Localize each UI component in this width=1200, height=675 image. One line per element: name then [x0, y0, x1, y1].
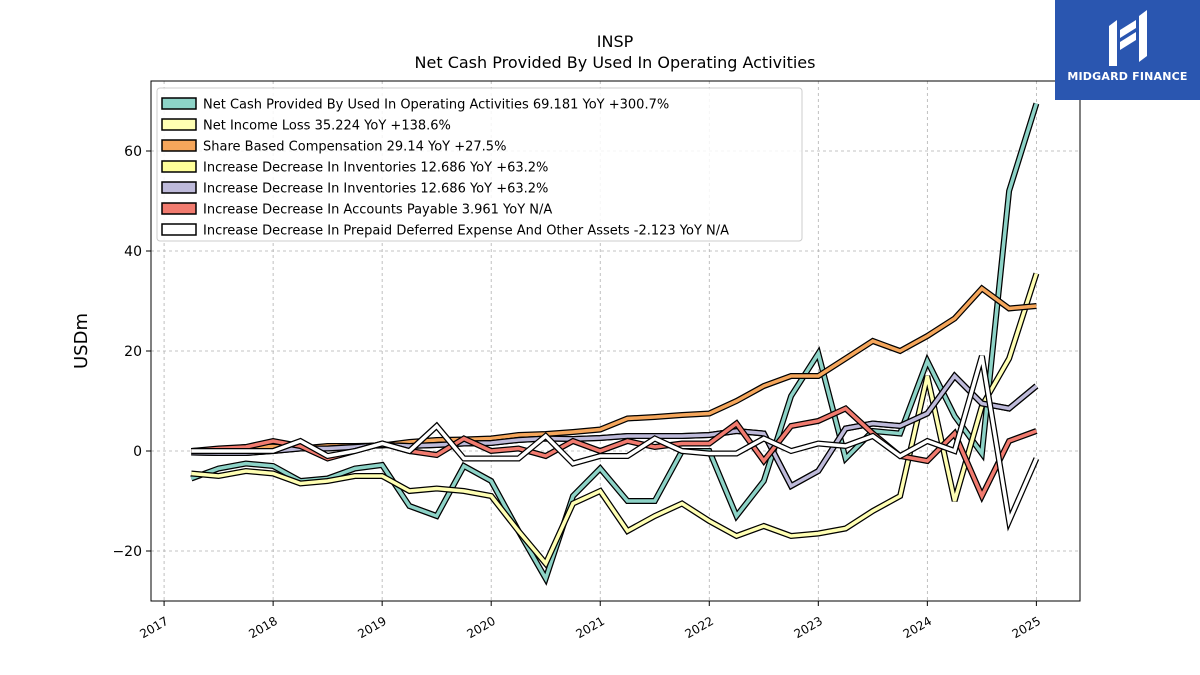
y-axis-label: USDm	[71, 313, 92, 369]
legend-entry-4: Increase Decrease In Inventories 12.686 …	[203, 182, 548, 197]
series-line-outline-4	[191, 371, 1039, 491]
legend-entry-0: Net Cash Provided By Used In Operating A…	[203, 98, 669, 113]
brand-mark-icon	[1109, 10, 1147, 66]
y-tick-label: 60	[124, 144, 142, 160]
series-line-0	[190, 102, 1039, 583]
x-axis: 2017 2018 2019 2020 2021 2022 2023 2024 2025	[137, 601, 1043, 641]
series-line-4	[191, 373, 1038, 489]
legend-swatch-6	[161, 223, 197, 236]
legend-entry-1: Net Income Loss 35.224 YoY +138.6%	[203, 119, 451, 134]
y-tick-label: 40	[124, 244, 142, 260]
legend: Net Cash Provided By Used In Operating A…	[156, 87, 803, 242]
x-tick-label: 2019	[355, 614, 388, 641]
legend-swatch-0	[161, 97, 197, 110]
series-line-6	[191, 355, 1039, 528]
legend-entry-3: Increase Decrease In Inventories 12.686 …	[203, 161, 548, 176]
x-tick-label: 2017	[137, 614, 170, 641]
series-line-outline-2	[191, 284, 1037, 454]
legend-swatch-4	[161, 181, 197, 194]
legend-frame	[156, 87, 803, 242]
x-tick-label: 2020	[464, 614, 497, 641]
x-tick-label: 2021	[574, 614, 607, 641]
legend-swatch-1	[161, 118, 197, 131]
y-tick-label: 0	[133, 444, 142, 460]
brand-logo: MIDGARD FINANCE	[1055, 0, 1200, 100]
legend-swatch-3	[161, 160, 197, 173]
series-line-outline-3	[191, 371, 1039, 491]
y-axis: −20 0 20 40 60	[112, 144, 151, 560]
y-tick-label: −20	[112, 544, 142, 560]
x-tick-label: 2018	[246, 614, 279, 641]
chart-subtitle: Net Cash Provided By Used In Operating A…	[415, 53, 816, 72]
series-group	[190, 102, 1040, 586]
chart-title: INSP	[597, 32, 634, 51]
series-line-1	[191, 272, 1039, 567]
y-tick-label: 20	[124, 344, 142, 360]
plot-frame	[150, 80, 1081, 602]
x-tick-label: 2022	[683, 614, 716, 641]
series-line-3	[191, 373, 1038, 489]
legend-entry-2: Share Based Compensation 29.14 YoY +27.5…	[203, 140, 506, 155]
brand-name: MIDGARD FINANCE	[1067, 70, 1188, 83]
x-tick-label: 2023	[792, 614, 825, 641]
legend-swatch-2	[161, 139, 197, 152]
legend-entry-5: Increase Decrease In Accounts Payable 3.…	[203, 203, 552, 218]
legend-entry-6: Increase Decrease In Prepaid Deferred Ex…	[203, 224, 729, 239]
x-tick-label: 2024	[901, 614, 934, 641]
x-tick-label: 2025	[1010, 614, 1043, 641]
legend-swatch-5	[161, 202, 197, 215]
